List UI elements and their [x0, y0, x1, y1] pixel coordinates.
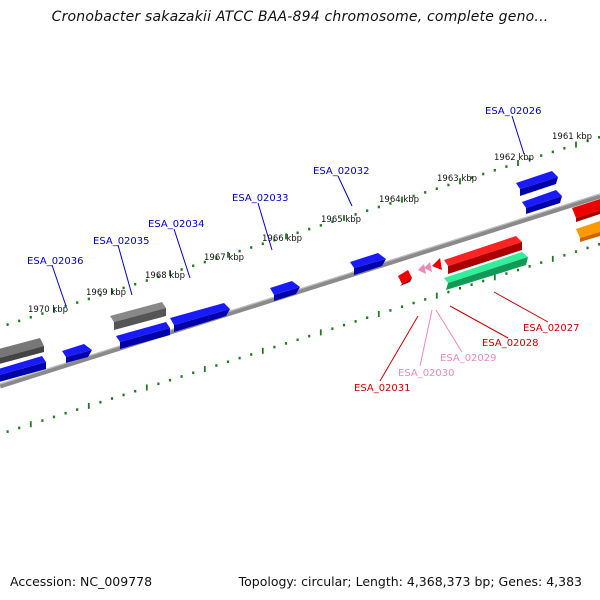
- gene-esa-02035[interactable]: [110, 302, 166, 330]
- kbp-label-1962: 1962 kbp: [494, 153, 534, 163]
- reverse-genes: [398, 236, 528, 290]
- topology-text: Topology: circular; Length: 4,368,373 bp…: [238, 574, 582, 589]
- gene-blue-02035b[interactable]: [116, 322, 170, 349]
- tick-track-bottom: [6, 243, 600, 433]
- gene-red-right-edge[interactable]: [572, 199, 600, 222]
- gene-blue-left[interactable]: [0, 356, 46, 382]
- tick-track-top: [6, 136, 600, 326]
- gene-esa-02027[interactable]: [444, 252, 528, 290]
- label-esa-02030: ESA_02030: [398, 368, 455, 379]
- label-esa-02028: ESA_02028: [482, 338, 539, 349]
- gene-red-small[interactable]: [432, 258, 442, 270]
- label-esa-02035: ESA_02035: [93, 236, 150, 247]
- label-esa-02031: ESA_02031: [354, 383, 411, 394]
- genome-backbone: [0, 193, 600, 389]
- kbp-labels: 1961 kbp 1962 kbp 1963 kbp 1964 kbp 1965…: [28, 132, 592, 315]
- label-esa-02027: ESA_02027: [523, 323, 580, 334]
- label-esa-02034: ESA_02034: [148, 219, 205, 230]
- kbp-label-1961: 1961 kbp: [552, 132, 592, 142]
- kbp-label-1968: 1968 kbp: [145, 271, 185, 281]
- top-gene-labels: ESA_02026 ESA_02032 ESA_02033 ESA_02034 …: [27, 106, 542, 307]
- gene-esa-02026b[interactable]: [522, 190, 562, 214]
- kbp-label-1964: 1964 kbp: [379, 195, 419, 205]
- gene-esa-02026[interactable]: [516, 171, 558, 196]
- label-esa-02029: ESA_02029: [440, 353, 497, 364]
- backbone-highlight: [0, 193, 600, 385]
- label-esa-02033: ESA_02033: [232, 193, 289, 204]
- gene-esa-02030[interactable]: [418, 264, 426, 274]
- kbp-label-1967: 1967 kbp: [204, 253, 244, 263]
- gene-esa-02031[interactable]: [398, 270, 412, 286]
- label-esa-02032: ESA_02032: [313, 166, 370, 177]
- gene-esa-02034[interactable]: [170, 303, 230, 332]
- kbp-label-1965: 1965 kbp: [321, 215, 361, 225]
- gene-esa-02033[interactable]: [270, 281, 300, 301]
- kbp-label-1966: 1966 kbp: [262, 234, 302, 244]
- gene-grey-left[interactable]: [0, 338, 44, 364]
- forward-genes: [0, 171, 600, 382]
- label-esa-02026: ESA_02026: [485, 106, 542, 117]
- gene-esa-02032[interactable]: [350, 253, 386, 275]
- kbp-label-1963: 1963 kbp: [437, 174, 477, 184]
- map-title: Cronobacter sakazakii ATCC BAA-894 chrom…: [51, 9, 549, 25]
- gene-esa-02029[interactable]: [424, 262, 432, 272]
- kbp-label-1970: 1970 kbp: [28, 305, 68, 315]
- gene-orange-right-edge[interactable]: [576, 221, 600, 242]
- gene-blue-small-1[interactable]: [62, 344, 92, 363]
- gene-esa-02028[interactable]: [444, 236, 522, 274]
- kbp-label-1969: 1969 kbp: [86, 288, 126, 298]
- label-esa-02036: ESA_02036: [27, 256, 84, 267]
- accession-text: Accession: NC_009778: [10, 574, 153, 589]
- bottom-gene-labels: ESA_02027 ESA_02028 ESA_02029 ESA_02030 …: [354, 291, 580, 394]
